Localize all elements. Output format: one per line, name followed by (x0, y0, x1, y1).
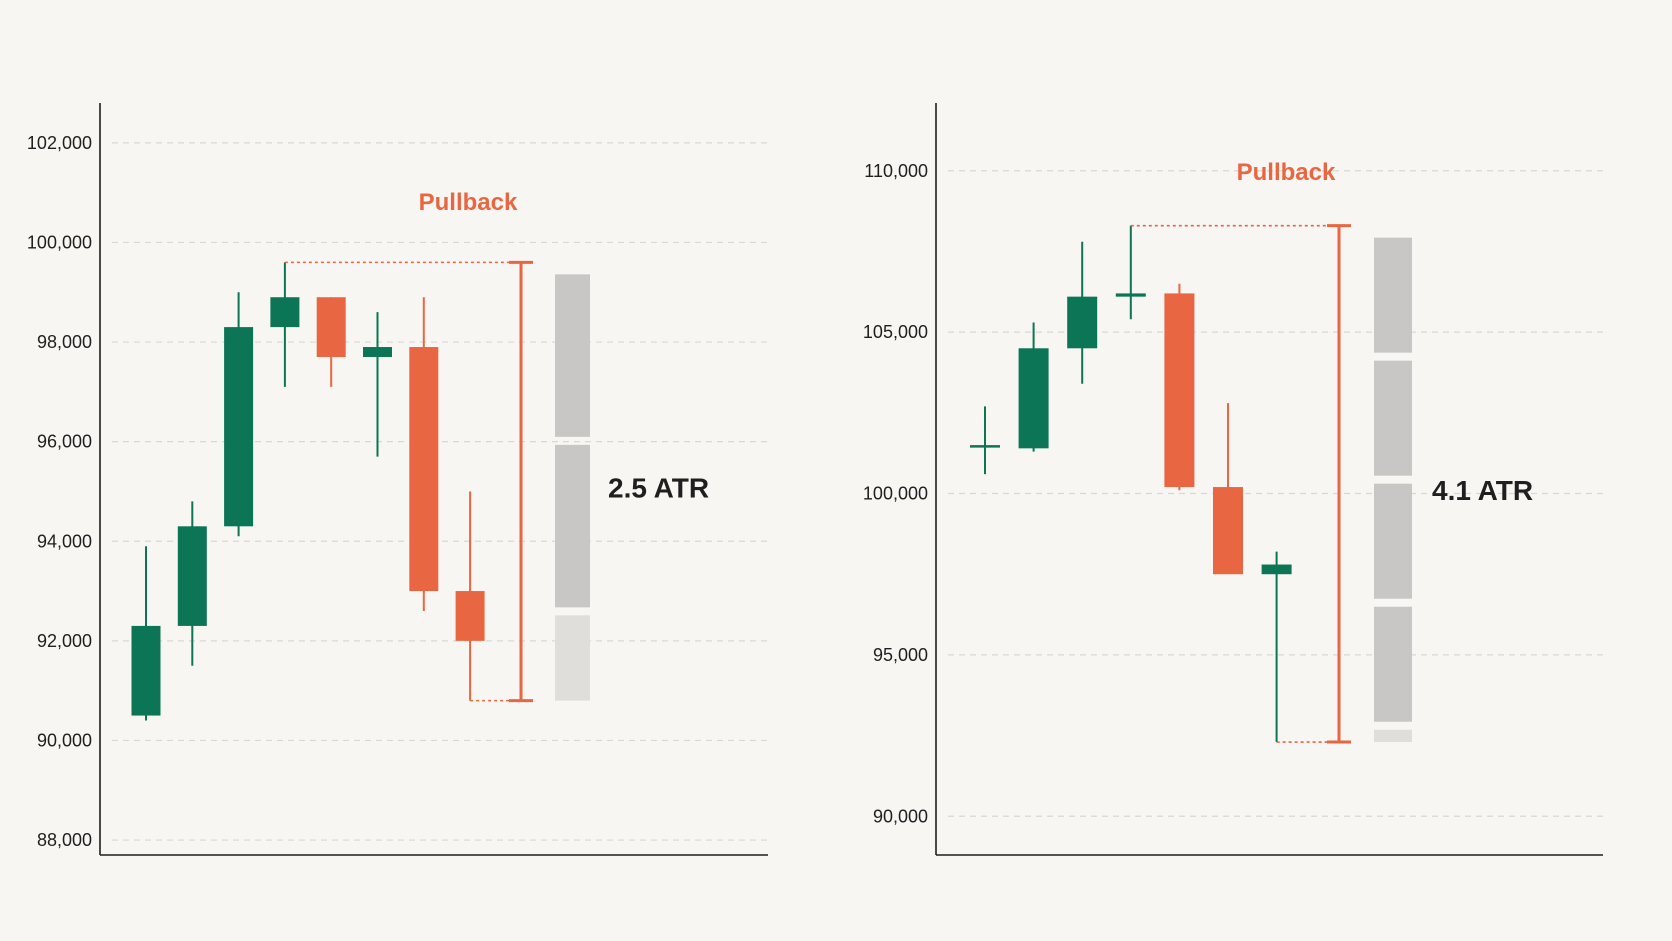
atr-block-partial (555, 615, 590, 701)
chart-panel-2: 110,000 105,000 100,000 95,000 90,000 Pullbac… (863, 103, 1603, 856)
candle-body (1018, 348, 1049, 449)
candle-body (224, 327, 254, 527)
candle (1213, 403, 1243, 575)
y-tick-label: 90,000 (37, 730, 92, 750)
candle (363, 312, 392, 457)
y-tick-label: 98,000 (37, 332, 92, 352)
candle-body (970, 445, 1000, 448)
y-tick-label: 100,000 (27, 232, 92, 252)
candle (1261, 551, 1292, 743)
atr-block-partial (1374, 729, 1412, 743)
y-tick-label: 110,000 (864, 161, 928, 181)
atr-block (1374, 606, 1412, 722)
candle-body (131, 625, 161, 716)
candle (1115, 225, 1146, 320)
atr-block (1374, 483, 1412, 599)
candle-body (1164, 293, 1195, 488)
atr-block (1374, 360, 1412, 476)
y-tick-label: 95,000 (873, 645, 928, 665)
y-tick-label: 90,000 (873, 806, 928, 826)
atr-label: 2.5 ATR (608, 472, 709, 503)
pullback-label: Pullback (1237, 159, 1336, 186)
atr-block (555, 274, 590, 437)
candle-body (316, 297, 346, 357)
candle (455, 491, 485, 701)
y-tick-label: 105,000 (863, 322, 928, 342)
candle-body (1067, 296, 1098, 349)
candle (177, 501, 207, 666)
candle (1018, 322, 1049, 452)
candle-body (455, 591, 485, 641)
y-tick-label: 100,000 (863, 484, 928, 504)
candle (409, 297, 439, 611)
candle (131, 546, 161, 721)
atr-label: 4.1 ATR (1432, 475, 1533, 506)
candle (1067, 241, 1098, 384)
y-tick-label: 88,000 (37, 830, 92, 850)
candle (224, 292, 254, 537)
candle-body (363, 347, 392, 357)
candle-body (177, 526, 207, 626)
candle (970, 406, 1000, 475)
candle-body (1213, 487, 1243, 575)
chart-panel-1: 102,000 100,000 98,000 96,000 94,000 92,000 90… (27, 103, 768, 856)
y-tick-label: 94,000 (37, 531, 92, 551)
candle-body (1261, 564, 1292, 575)
atr-block (1374, 237, 1412, 353)
candle-body (1115, 293, 1146, 297)
candle (1164, 283, 1195, 491)
candle-body (409, 347, 439, 592)
candle (270, 262, 300, 387)
y-tick-label: 92,000 (37, 631, 92, 651)
candle-body (270, 297, 300, 328)
pullback-label: Pullback (419, 189, 518, 216)
y-tick-label: 96,000 (37, 432, 92, 452)
atr-block (555, 444, 590, 608)
candle (316, 297, 346, 387)
y-tick-label: 102,000 (27, 133, 92, 153)
